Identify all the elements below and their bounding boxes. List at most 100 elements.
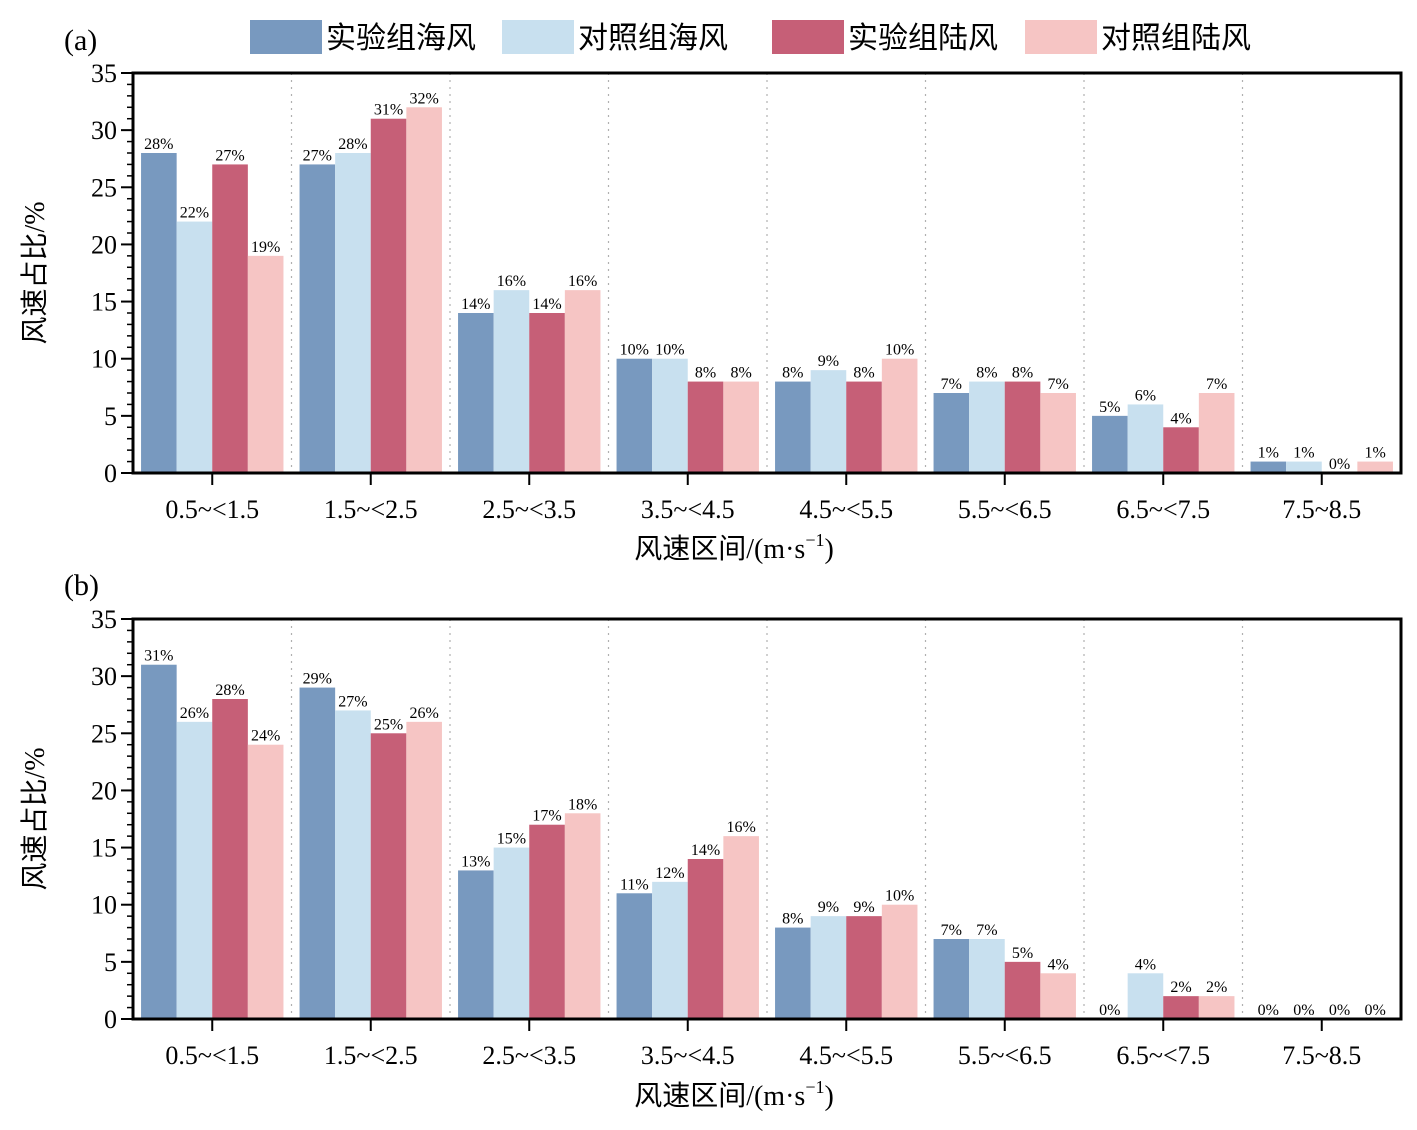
bar-5-5-6-5-series-3 bbox=[1004, 381, 1041, 473]
data-label: 31% bbox=[374, 102, 403, 119]
data-label: 15% bbox=[497, 831, 526, 848]
data-label: 7% bbox=[976, 922, 997, 939]
x-axis-title-superscript: −1 bbox=[805, 530, 824, 550]
data-label: 16% bbox=[497, 273, 526, 290]
bar-0-5-1-5-series-2 bbox=[176, 721, 213, 1019]
legend-swatch-2 bbox=[502, 20, 574, 54]
plot-frame bbox=[131, 71, 1403, 475]
bar-0-5-1-5-series-1 bbox=[141, 153, 177, 473]
data-label: 25% bbox=[374, 716, 403, 733]
data-label: 27% bbox=[215, 147, 244, 164]
bar-2-5-3-5-series-2 bbox=[493, 290, 530, 473]
data-label: 27% bbox=[303, 147, 332, 164]
data-label: 19% bbox=[251, 239, 280, 256]
legend-label-3: 实验组陆风 bbox=[848, 22, 998, 55]
data-label: 14% bbox=[461, 296, 490, 313]
data-label: 32% bbox=[409, 90, 438, 107]
legend-label-2: 对照组海风 bbox=[578, 22, 728, 55]
data-label: 7% bbox=[941, 376, 962, 393]
x-tick-label: 5.5~<6.5 bbox=[958, 495, 1052, 524]
bar-2-5-3-5-series-3 bbox=[529, 824, 565, 1019]
bar-4-5-5-5-series-3 bbox=[846, 381, 882, 473]
bar-1-5-2-5-series-1 bbox=[299, 164, 336, 473]
bar-1-5-2-5-series-1 bbox=[299, 687, 336, 1019]
bar-7-5-8-5-series-4 bbox=[1357, 461, 1393, 473]
bar-1-5-2-5-series-3 bbox=[370, 118, 407, 473]
x-tick-label: 3.5~<4.5 bbox=[641, 1041, 735, 1070]
data-label: 10% bbox=[620, 342, 649, 359]
data-label: 13% bbox=[461, 853, 490, 870]
x-axis-title-tail: ) bbox=[824, 1081, 833, 1112]
y-tick-label: 25 bbox=[91, 173, 117, 202]
data-label: 17% bbox=[532, 808, 561, 825]
bar-5-5-6-5-series-2 bbox=[969, 939, 1005, 1019]
bar-3-5-4-5-series-3 bbox=[687, 381, 724, 473]
x-tick-label: 2.5~<3.5 bbox=[482, 495, 576, 524]
data-label: 4% bbox=[1047, 956, 1068, 973]
bar-7-5-8-5-series-2 bbox=[1286, 461, 1322, 473]
bar-6-5-7-5-series-4 bbox=[1198, 996, 1235, 1019]
data-label: 22% bbox=[180, 205, 209, 222]
data-label: 24% bbox=[251, 728, 280, 745]
data-label: 10% bbox=[885, 342, 914, 359]
data-label: 0% bbox=[1099, 1002, 1120, 1019]
bar-3-5-4-5-series-1 bbox=[616, 358, 653, 473]
data-label: 16% bbox=[568, 273, 597, 290]
x-tick-label: 0.5~<1.5 bbox=[165, 1041, 259, 1070]
data-label: 26% bbox=[409, 705, 438, 722]
data-label: 1% bbox=[1293, 445, 1314, 462]
bar-1-5-2-5-series-4 bbox=[406, 721, 442, 1019]
data-label: 31% bbox=[144, 648, 173, 665]
bar-6-5-7-5-series-2 bbox=[1127, 973, 1164, 1019]
data-label: 16% bbox=[726, 819, 755, 836]
bar-0-5-1-5-series-1 bbox=[141, 664, 177, 1019]
data-label: 2% bbox=[1170, 979, 1191, 996]
y-tick-label: 30 bbox=[91, 662, 117, 691]
legend-swatch-1 bbox=[250, 20, 322, 54]
y-tick-label: 0 bbox=[104, 459, 117, 488]
data-label: 0% bbox=[1329, 1002, 1350, 1019]
x-axis-title: 风速区间/(m·s−1) bbox=[634, 1077, 834, 1112]
bar-3-5-4-5-series-4 bbox=[723, 381, 759, 473]
data-label: 7% bbox=[941, 922, 962, 939]
bar-0-5-1-5-series-2 bbox=[176, 221, 213, 473]
data-label: 8% bbox=[1012, 365, 1033, 382]
data-label: 4% bbox=[1135, 956, 1156, 973]
bar-2-5-3-5-series-4 bbox=[564, 290, 601, 473]
data-label: 4% bbox=[1170, 410, 1191, 427]
data-label: 5% bbox=[1099, 399, 1120, 416]
data-label: 10% bbox=[655, 342, 684, 359]
bar-5-5-6-5-series-2 bbox=[969, 381, 1005, 473]
bar-2-5-3-5-series-3 bbox=[529, 313, 565, 473]
data-label: 0% bbox=[1258, 1002, 1279, 1019]
bar-6-5-7-5-series-4 bbox=[1198, 393, 1235, 473]
bar-2-5-3-5-series-1 bbox=[458, 870, 494, 1019]
bar-1-5-2-5-series-3 bbox=[370, 733, 407, 1019]
bar-3-5-4-5-series-3 bbox=[687, 859, 724, 1019]
data-label: 8% bbox=[782, 365, 803, 382]
bar-0-5-1-5-series-3 bbox=[212, 164, 248, 473]
y-tick-label: 5 bbox=[104, 948, 117, 977]
chart-panel-a: 28% 22% 27% 19% 27% 28% 31% 32% 14% 16% 14% 16% 10% 1… bbox=[19, 24, 1403, 565]
bar-6-5-7-5-series-2 bbox=[1127, 404, 1164, 473]
data-label: 2% bbox=[1206, 979, 1227, 996]
x-axis-title-superscript: −1 bbox=[805, 1077, 824, 1097]
x-tick-label: 0.5~<1.5 bbox=[165, 495, 259, 524]
data-label: 1% bbox=[1364, 445, 1385, 462]
x-tick-label: 6.5~<7.5 bbox=[1116, 495, 1210, 524]
data-label: 1% bbox=[1258, 445, 1279, 462]
bar-1-5-2-5-series-2 bbox=[335, 710, 371, 1019]
x-tick-label: 1.5~<2.5 bbox=[324, 495, 418, 524]
y-tick-label: 5 bbox=[104, 402, 117, 431]
data-label: 14% bbox=[532, 296, 561, 313]
data-label: 26% bbox=[180, 705, 209, 722]
data-label: 18% bbox=[568, 796, 597, 813]
bar-6-5-7-5-series-1 bbox=[1092, 415, 1128, 473]
legend-swatch-4 bbox=[1025, 20, 1097, 54]
x-tick-label: 4.5~<5.5 bbox=[799, 1041, 893, 1070]
y-tick-label: 20 bbox=[91, 230, 117, 259]
data-label: 27% bbox=[338, 693, 367, 710]
data-label: 8% bbox=[695, 365, 716, 382]
